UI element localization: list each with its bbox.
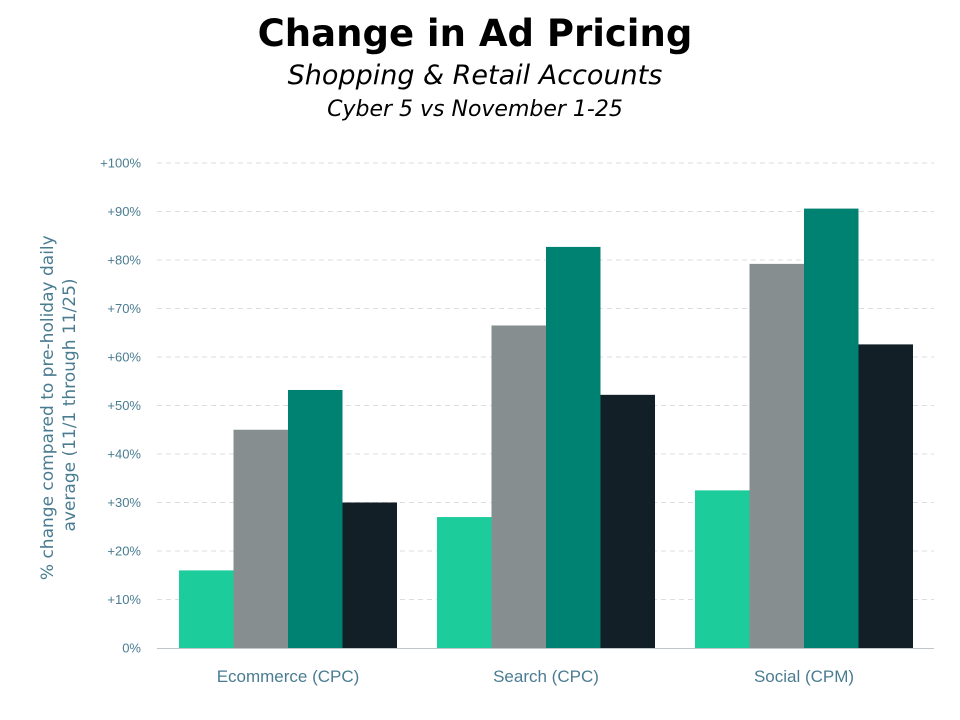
y-tick-label: 0% xyxy=(122,641,141,656)
chart-title: Change in Ad Pricing xyxy=(257,12,693,55)
y-tick-label: +10% xyxy=(107,592,141,607)
y-tick-label: +40% xyxy=(107,447,141,462)
bar-2-2 xyxy=(491,325,546,648)
y-tick-label: +60% xyxy=(107,350,141,365)
y-tick-label: +50% xyxy=(107,398,141,413)
y-axis-ticks: 0% +10% +20% +30% +40% +50% +60% +70% +80% +90% +1… xyxy=(100,156,141,656)
y-tick-label: +90% xyxy=(107,204,141,219)
y-tick-label: +30% xyxy=(107,495,141,510)
x-category-label: Social (CPM) xyxy=(754,667,854,686)
bar-1-2 xyxy=(233,429,288,648)
y-tick-label: +80% xyxy=(107,253,141,268)
y-tick-label: +70% xyxy=(107,301,141,316)
bar-1-4 xyxy=(342,502,397,648)
x-axis-categories: Ecommerce (CPC) Search (CPC) Social (CPM) xyxy=(217,667,854,686)
bar-2-1 xyxy=(437,517,492,648)
chart-subtitle-date-range: Cyber 5 vs November 1-25 xyxy=(327,97,623,122)
bar-3-4 xyxy=(858,344,913,648)
y-axis-title-line-2: average (11/1 through 11/25) xyxy=(60,278,80,531)
bar-2-4 xyxy=(600,394,655,648)
bar-2-3 xyxy=(546,246,601,648)
chart-subtitle: Shopping & Retail Accounts xyxy=(287,60,663,91)
bar-3-1 xyxy=(695,490,750,648)
x-category-label: Ecommerce (CPC) xyxy=(217,667,360,686)
bar-3-2 xyxy=(749,263,804,648)
x-category-label: Search (CPC) xyxy=(493,667,599,686)
bar-3-3 xyxy=(804,208,859,648)
bars xyxy=(179,208,913,648)
bar-1-3 xyxy=(288,389,343,648)
y-axis-title: % change compared to pre-holiday daily a… xyxy=(38,230,80,580)
chart-title-block: Change in Ad Pricing Shopping & Retail A… xyxy=(0,10,950,126)
y-tick-label: +100% xyxy=(100,156,141,171)
y-tick-label: +20% xyxy=(107,544,141,559)
bar-1-1 xyxy=(179,570,234,648)
y-axis-title-line-1: % change compared to pre-holiday daily xyxy=(38,235,58,580)
